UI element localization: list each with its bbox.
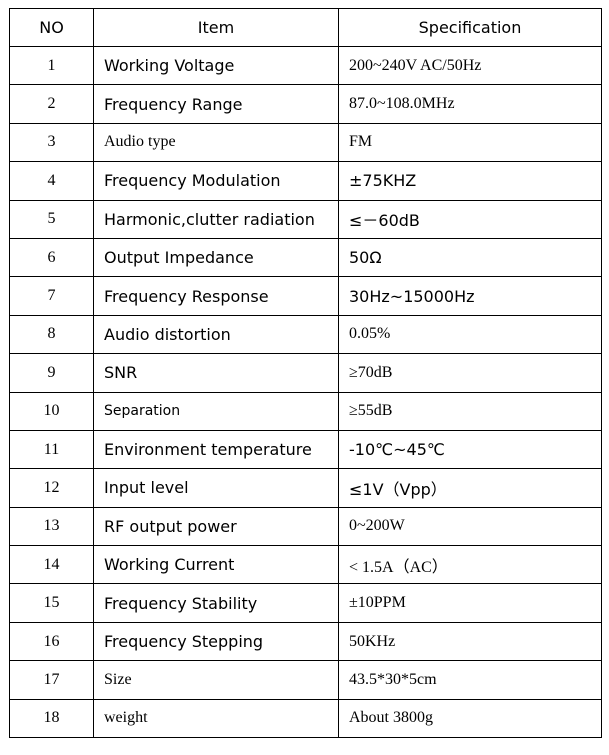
header-specification: Specification xyxy=(338,8,602,47)
row-item: Working Voltage xyxy=(93,45,339,86)
row-spec: 50Ω xyxy=(338,237,602,278)
row-spec: ≥55dB xyxy=(338,391,602,431)
table-row: 13 RF output power 0~200W xyxy=(9,506,602,547)
table-row: 6 Output Impedance 50Ω xyxy=(9,237,602,278)
row-item: Frequency Stepping xyxy=(93,621,339,662)
row-number: 3 xyxy=(9,122,94,163)
row-spec: 87.0~108.0MHz xyxy=(338,84,602,124)
row-number: 9 xyxy=(9,353,94,393)
table-row: 9 SNR ≥70dB xyxy=(9,353,602,393)
row-spec: 200~240V AC/50Hz xyxy=(338,45,602,86)
table-row: 4 Frequency Modulation ±75KHZ xyxy=(9,161,602,201)
row-number: 7 xyxy=(9,276,94,316)
row-number: 18 xyxy=(9,698,94,739)
table-row: 11 Environment temperature -10℃~45℃ xyxy=(9,429,602,470)
table-header-row: NO Item Specification xyxy=(9,8,602,47)
table-row: 16 Frequency Stepping 50KHz xyxy=(9,621,602,662)
row-number: 8 xyxy=(9,314,94,355)
row-item: Separation xyxy=(93,391,339,431)
row-spec: 0.05% xyxy=(338,314,602,355)
row-number: 12 xyxy=(9,468,94,508)
row-number: 17 xyxy=(9,660,94,700)
table-row: 10 Separation ≥55dB xyxy=(9,391,602,431)
row-number: 5 xyxy=(9,199,94,239)
row-item: RF output power xyxy=(93,506,339,547)
row-spec: ±10PPM xyxy=(338,583,602,623)
row-item: Environment temperature xyxy=(93,429,339,470)
table-row: 8 Audio distortion 0.05% xyxy=(9,314,602,355)
row-number: 11 xyxy=(9,429,94,470)
row-item: Audio distortion xyxy=(93,314,339,355)
table-row: 5 Harmonic,clutter radiation ≤－60dB xyxy=(9,199,602,239)
table-row: 17 Size 43.5*30*5cm xyxy=(9,660,602,700)
row-spec: 0~200W xyxy=(338,506,602,547)
table-row: 15 Frequency Stability ±10PPM xyxy=(9,583,602,623)
table-row: 1 Working Voltage 200~240V AC/50Hz xyxy=(9,45,602,86)
table-row: 2 Frequency Range 87.0~108.0MHz xyxy=(9,84,602,124)
row-number: 15 xyxy=(9,583,94,623)
row-spec: ≤－60dB xyxy=(338,199,602,239)
row-number: 2 xyxy=(9,84,94,124)
row-spec: ±75KHZ xyxy=(338,161,602,201)
table-row: 3 Audio type FM xyxy=(9,122,602,163)
row-number: 16 xyxy=(9,621,94,662)
row-number: 13 xyxy=(9,506,94,547)
row-spec: < 1.5A（AC） xyxy=(338,545,602,585)
row-spec: 50KHz xyxy=(338,621,602,662)
table-row: 7 Frequency Response 30Hz~15000Hz xyxy=(9,276,602,316)
row-spec: 43.5*30*5cm xyxy=(338,660,602,700)
row-item: Working Current xyxy=(93,545,339,585)
row-item: Size xyxy=(93,660,339,700)
row-number: 4 xyxy=(9,161,94,201)
row-item: Input level xyxy=(93,468,339,508)
table-row: 14 Working Current < 1.5A（AC） xyxy=(9,545,602,585)
row-spec: About 3800g xyxy=(338,698,602,739)
header-item: Item xyxy=(93,8,339,47)
row-spec: 30Hz~15000Hz xyxy=(338,276,602,316)
row-item: Output Impedance xyxy=(93,237,339,278)
row-number: 1 xyxy=(9,45,94,86)
row-item: Frequency Modulation xyxy=(93,161,339,201)
row-item: Frequency Stability xyxy=(93,583,339,623)
table-row: 12 Input level ≤1V（Vpp） xyxy=(9,468,602,508)
row-spec: ≥70dB xyxy=(338,353,602,393)
row-spec: FM xyxy=(338,122,602,163)
row-number: 14 xyxy=(9,545,94,585)
row-number: 10 xyxy=(9,391,94,431)
row-spec: -10℃~45℃ xyxy=(338,429,602,470)
row-item: SNR xyxy=(93,353,339,393)
header-no: NO xyxy=(9,8,94,47)
row-spec: ≤1V（Vpp） xyxy=(338,468,602,508)
table-row: 18 weight About 3800g xyxy=(9,698,602,739)
row-number: 6 xyxy=(9,237,94,278)
row-item: weight xyxy=(93,698,339,739)
row-item: Audio type xyxy=(93,122,339,163)
row-item: Frequency Range xyxy=(93,84,339,124)
row-item: Harmonic,clutter radiation xyxy=(93,199,339,239)
row-item: Frequency Response xyxy=(93,276,339,316)
specification-table: NO Item Specification 1 Working Voltage … xyxy=(9,8,602,739)
